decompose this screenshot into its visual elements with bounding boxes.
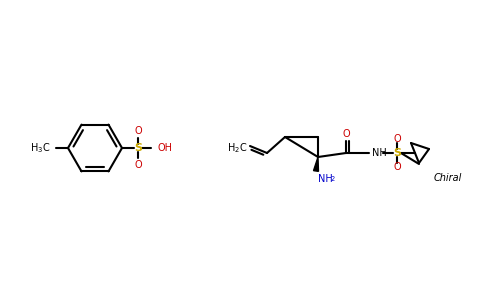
Text: NH: NH bbox=[318, 174, 333, 184]
Text: S: S bbox=[393, 148, 401, 158]
Text: NH: NH bbox=[372, 148, 387, 158]
Text: H$_3$C: H$_3$C bbox=[30, 141, 50, 155]
Text: H$_2$C: H$_2$C bbox=[227, 141, 247, 155]
Polygon shape bbox=[314, 157, 318, 171]
Text: $_2$: $_2$ bbox=[330, 174, 335, 184]
Text: OH: OH bbox=[157, 143, 172, 153]
Text: O: O bbox=[393, 162, 401, 172]
Text: O: O bbox=[342, 129, 350, 139]
Text: O: O bbox=[393, 134, 401, 144]
Text: O: O bbox=[134, 160, 142, 170]
Text: O: O bbox=[134, 126, 142, 136]
Text: S: S bbox=[134, 143, 142, 153]
Text: Chiral: Chiral bbox=[434, 173, 462, 183]
